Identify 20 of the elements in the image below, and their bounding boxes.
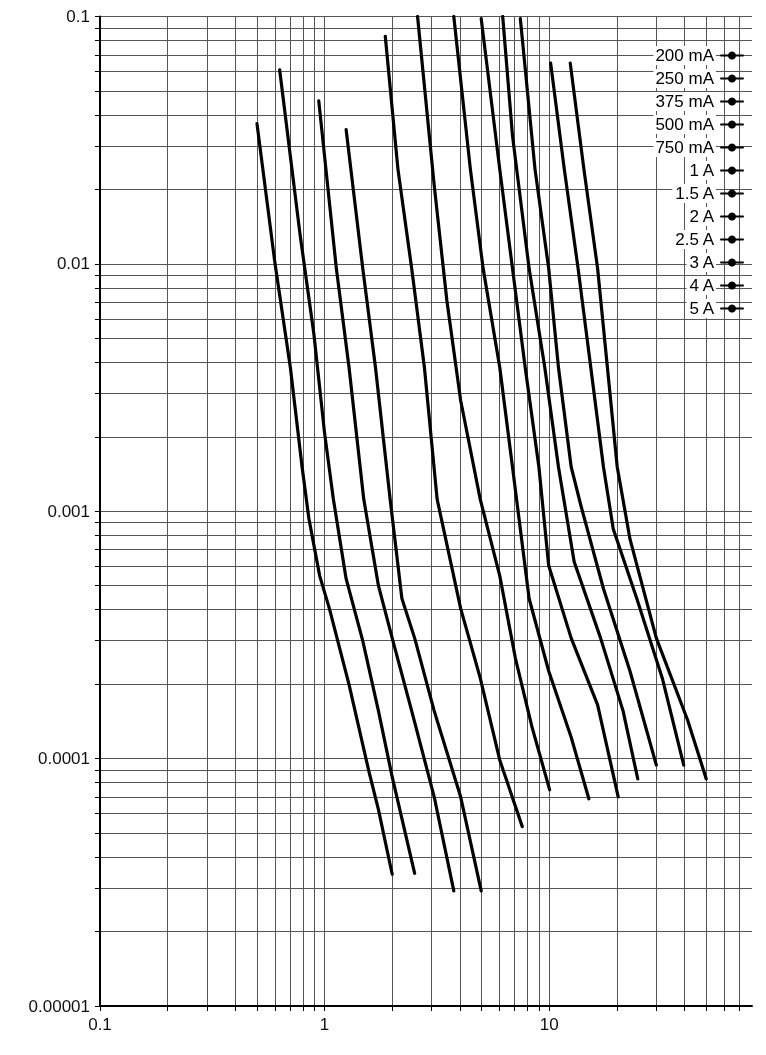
legend-label: 375 mA	[655, 92, 715, 111]
y-tick-label: 0.01	[56, 254, 90, 274]
legend-label: 250 mA	[655, 69, 715, 88]
y-tick-label: 0.00001	[28, 996, 90, 1016]
x-tick-label: 1	[319, 1015, 330, 1034]
legend-label: 1 A	[689, 161, 715, 180]
legend-label: 2.5 A	[675, 230, 715, 249]
y-tick-label: 0.0001	[38, 749, 90, 769]
legend-label: 4 A	[689, 276, 715, 295]
legend-label: 500 mA	[655, 115, 715, 134]
legend-label: 200 mA	[655, 46, 715, 65]
legend-label: 750 mA	[655, 138, 715, 157]
legend-label: 3 A	[689, 253, 715, 272]
legend-label: 2 A	[689, 207, 715, 226]
legend-label: 5 A	[689, 299, 715, 318]
legend-label: 1.5 A	[675, 184, 715, 203]
y-tick-label: 0.001	[47, 501, 90, 521]
x-tick-label: 0.1	[88, 1015, 112, 1034]
y-tick-label: 0.1	[66, 7, 90, 26]
x-tick-label: 10	[539, 1015, 559, 1034]
